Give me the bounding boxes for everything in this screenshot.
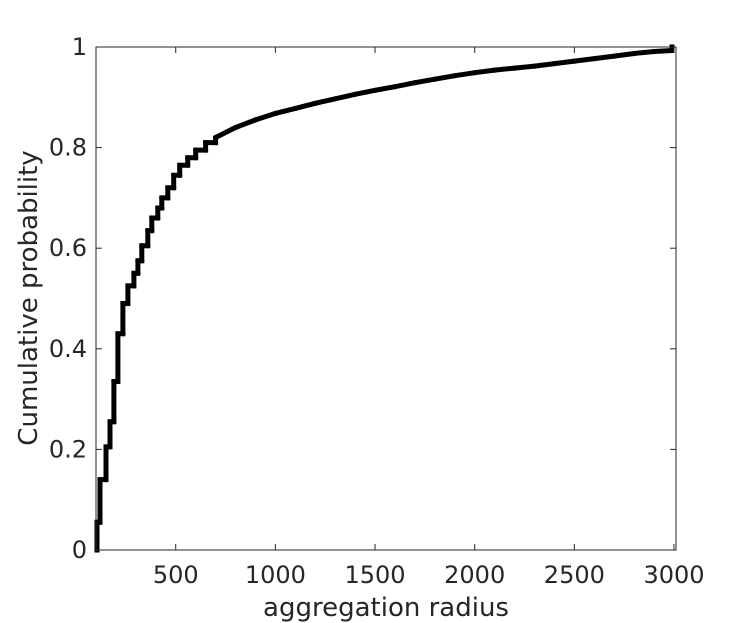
- ecdf-point: [611, 53, 617, 59]
- ecdf-point: [392, 84, 398, 90]
- ecdf-point: [125, 300, 131, 307]
- ecdf-point: [213, 140, 219, 146]
- ecdf-point: [432, 76, 438, 82]
- ecdf-point: [332, 96, 338, 102]
- x-tick-label: 1000: [245, 561, 306, 589]
- ecdf-point: [97, 477, 103, 483]
- ecdf-point: [97, 519, 103, 525]
- x-tick-label: 3000: [643, 561, 704, 589]
- ecdf-point: [135, 258, 141, 264]
- ecdf-point: [103, 477, 109, 483]
- ecdf-point: [120, 331, 126, 337]
- x-axis-title: aggregation radius: [263, 593, 509, 623]
- ecdf-point: [159, 205, 165, 211]
- ecdf-point: [272, 110, 278, 116]
- ecdf-point: [203, 147, 209, 153]
- ecdf-point: [165, 195, 171, 201]
- ecdf-point: [159, 195, 165, 201]
- ecdf-point: [292, 105, 298, 111]
- ecdf-point: [177, 172, 183, 178]
- ecdf-point: [171, 185, 177, 191]
- ecdf-point: [145, 228, 151, 234]
- y-tick-label: 0.2: [49, 435, 87, 463]
- x-tick-label: 1500: [344, 561, 405, 589]
- ecdf-point: [165, 185, 171, 191]
- ecdf-point: [531, 63, 538, 69]
- ecdf-point: [115, 378, 121, 385]
- ecdf-point: [177, 162, 183, 168]
- ecdf-point: [103, 444, 109, 450]
- ecdf-point: [193, 155, 199, 161]
- ecdf-point: [412, 80, 418, 86]
- ecdf-point: [571, 58, 578, 64]
- y-tick-label: 0.8: [49, 134, 87, 162]
- ecdf-point: [551, 61, 558, 67]
- x-tick-label: 500: [153, 561, 199, 589]
- ecdf-point: [651, 48, 657, 55]
- ecdf-point: [472, 70, 478, 76]
- ecdf-point: [135, 270, 141, 276]
- ecdf-point: [213, 134, 219, 141]
- ecdf-point: [631, 50, 637, 57]
- ecdf-point: [115, 331, 121, 337]
- y-tick-label: 0.4: [49, 335, 87, 363]
- ecdf-point: [107, 419, 113, 425]
- ecdf-point: [352, 91, 358, 97]
- ecdf-point: [107, 444, 113, 450]
- ecdf-point: [149, 215, 155, 221]
- ecdf-point: [149, 228, 155, 234]
- y-tick-label: 0: [72, 536, 87, 564]
- ecdf-point: [125, 283, 131, 289]
- axes-box: [95, 46, 677, 551]
- ecdf-point: [155, 205, 161, 211]
- ecdf-point: [492, 67, 498, 73]
- data-layer: [94, 44, 675, 553]
- ecdf-point: [193, 147, 199, 153]
- ecdf-point: [131, 270, 137, 276]
- ecdf-point: [111, 419, 117, 425]
- ecdf-point: [155, 215, 161, 221]
- ecdf-point: [139, 243, 145, 249]
- plot-area: [96, 47, 676, 550]
- ecdf-point: [591, 56, 597, 62]
- x-tick-label: 2000: [444, 561, 505, 589]
- ecdf-point: [511, 65, 518, 71]
- ecdf-point: [171, 172, 177, 178]
- ecdf-point: [185, 162, 191, 168]
- ecdf-point: [139, 258, 145, 264]
- ecdf-point: [111, 378, 117, 385]
- ecdf-point: [372, 87, 378, 93]
- ecdf-point: [120, 300, 126, 307]
- ecdf-point: [452, 73, 458, 79]
- x-axis: 500 1000 1500 2000 2500 3000: [153, 47, 705, 589]
- ecdf-point: [185, 155, 191, 161]
- y-tick-label: 1: [72, 33, 87, 61]
- ecdf-point: [145, 243, 151, 249]
- ecdf-point: [312, 100, 318, 106]
- x-tick-label: 2500: [544, 561, 605, 589]
- ecdf-point: [252, 117, 259, 123]
- ecdf-point: [232, 124, 239, 131]
- ecdf-point: [131, 283, 137, 289]
- y-axis-title: Cumulative probability: [14, 150, 44, 445]
- y-tick-label: 0.6: [49, 234, 87, 262]
- y-axis: 0 0.2 0.4 0.6 0.8 1: [49, 33, 676, 564]
- ecdf-point: [203, 140, 209, 146]
